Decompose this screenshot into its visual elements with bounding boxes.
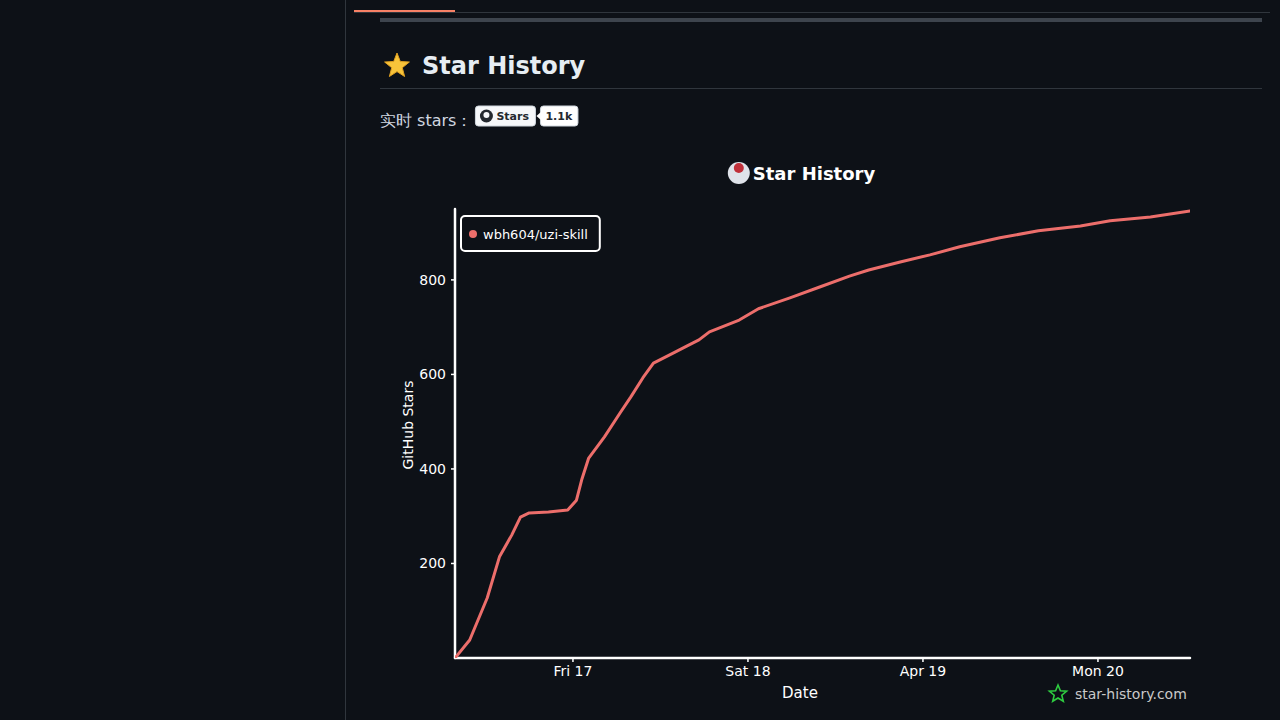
heading-rule [380, 88, 1262, 89]
divider-bar [380, 18, 1262, 22]
tab-border [354, 12, 1270, 13]
legend: wbh604/uzi-skill [461, 216, 600, 251]
badge-label-box [475, 106, 535, 126]
y-tick-label: 400 [419, 461, 446, 477]
y-tick-label: 200 [419, 555, 446, 571]
sidebar-border [345, 0, 346, 720]
x-tick [572, 658, 574, 662]
y-tick [451, 374, 455, 376]
star-icon [385, 53, 410, 77]
y-tick-label: 800 [419, 272, 446, 288]
badge-arrow [536, 112, 541, 120]
y-tick [451, 468, 455, 470]
github-icon [480, 110, 493, 123]
y-tick [451, 279, 455, 281]
x-tick-label: Mon 20 [1072, 663, 1124, 679]
x-tick [747, 658, 749, 662]
x-tick-label: Sat 18 [725, 663, 770, 679]
stars-badge: Stars 1.1k [475, 106, 578, 126]
avatar-hat [734, 163, 744, 173]
legend-label: wbh604/uzi-skill [483, 227, 588, 242]
badge-count: 1.1k [545, 110, 572, 123]
badge-prefix: 实时 stars： [380, 111, 472, 130]
y-tick [451, 563, 455, 565]
avatar [728, 162, 750, 184]
legend-swatch [469, 230, 477, 238]
tab-underline [354, 10, 455, 12]
x-tick [1097, 658, 1099, 662]
watermark: star-history.com [1075, 686, 1187, 702]
x-axis-title: Date [782, 684, 818, 702]
chart-title: Star History [753, 163, 876, 184]
plot-area [455, 211, 1190, 658]
badge-label: Stars [496, 110, 529, 123]
x-axis [455, 657, 1190, 660]
y-axis-title: GitHub Stars [400, 381, 416, 470]
y-axis [454, 209, 457, 658]
y-tick-label: 600 [419, 366, 446, 382]
x-tick [922, 658, 924, 662]
badge-count-box [540, 106, 578, 126]
x-tick-label: Fri 17 [553, 663, 592, 679]
heading: Star History [422, 52, 586, 80]
watermark-icon [1049, 685, 1066, 701]
series-line [455, 211, 1190, 658]
x-tick-label: Apr 19 [900, 663, 946, 679]
background [0, 0, 1280, 720]
legend-box [461, 216, 600, 251]
github-icon-inner [483, 112, 489, 118]
